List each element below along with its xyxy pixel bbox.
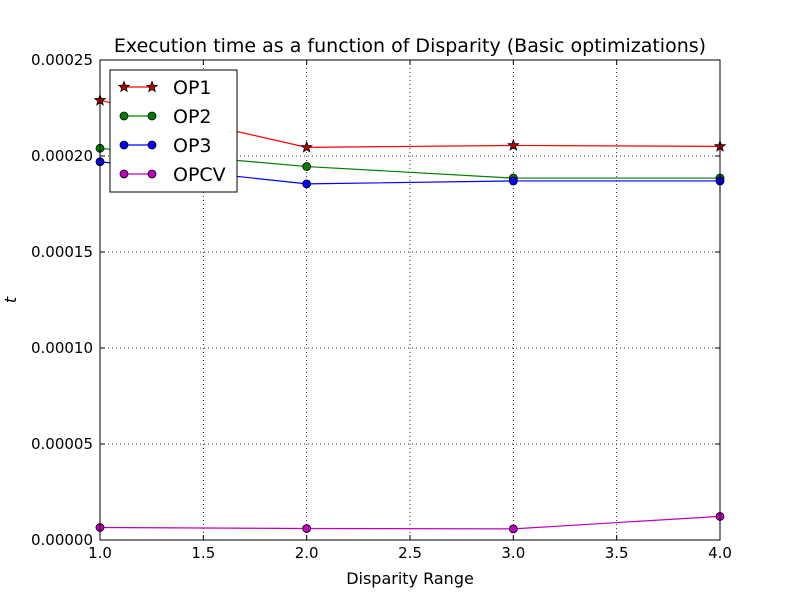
legend-item-op2: OP2 <box>119 106 212 128</box>
x-tick-label: 2.5 <box>398 544 422 562</box>
legend-label-op2: OP2 <box>173 106 212 128</box>
y-tick-label: 0.00005 <box>31 435 93 453</box>
data-point-opcv <box>508 524 518 534</box>
legend-item-opcv: OPCV <box>119 164 226 186</box>
y-tick-label: 0.00025 <box>31 51 93 69</box>
data-point-op3 <box>302 179 312 189</box>
chart-legend: OP1 OP2 OP3 OPCV <box>109 69 238 193</box>
x-tick-label: 2.0 <box>295 544 319 562</box>
data-point-opcv <box>302 524 312 533</box>
series-line-opcv <box>99 515 721 530</box>
y-axis-label: t <box>1 296 20 303</box>
y-tick-label: 0.00010 <box>31 339 93 357</box>
x-tick-label: 1.5 <box>191 544 215 562</box>
y-tick-label: 0.00000 <box>31 531 93 549</box>
data-point-op3 <box>508 176 518 186</box>
legend-marker-op1 <box>117 80 131 93</box>
x-tick-label: 4.0 <box>708 544 732 562</box>
chart-title: Execution time as a function of Disparit… <box>114 35 706 57</box>
x-tick-label: 3.0 <box>501 544 525 562</box>
legend-marker-op3 <box>147 140 157 150</box>
legend-frame <box>109 69 238 193</box>
x-tick-label: 1.0 <box>88 544 112 562</box>
legend-item-op1: OP1 <box>117 77 212 99</box>
x-axis-label: Disparity Range <box>346 569 474 588</box>
legend-marker-opcv <box>119 169 129 179</box>
legend-marker-op1 <box>145 80 159 93</box>
legend-label-opcv: OPCV <box>173 164 226 186</box>
axis-ticks: 1.0 1.5 2.0 2.5 3.0 3.5 4.0 0.00000 0.00005 0.000… <box>31 51 732 562</box>
y-tick-label: 0.00020 <box>31 147 93 165</box>
legend-label-op1: OP1 <box>173 77 212 99</box>
legend-item-op3: OP3 <box>119 135 212 157</box>
x-tick-label: 3.5 <box>605 544 629 562</box>
legend-marker-op2 <box>147 111 157 121</box>
y-tick-label: 0.00015 <box>31 243 93 261</box>
data-point-op1 <box>300 140 313 153</box>
legend-marker-opcv <box>147 169 157 179</box>
legend-marker-op2 <box>119 111 129 121</box>
legend-label-op3: OP3 <box>173 135 212 157</box>
data-point-op1 <box>507 138 520 151</box>
data-point-op2 <box>302 162 312 171</box>
legend-marker-op3 <box>119 140 129 150</box>
